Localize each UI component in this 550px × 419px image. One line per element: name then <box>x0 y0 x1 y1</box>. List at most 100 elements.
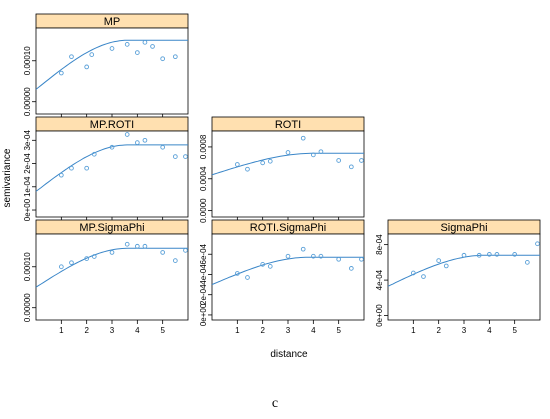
x-tick-label: 4 <box>135 326 140 335</box>
data-point <box>84 256 90 261</box>
data-point <box>150 44 155 49</box>
data-point <box>267 158 273 164</box>
data-point <box>109 46 115 51</box>
x-tick-label: 1 <box>59 326 64 335</box>
panels-layer: MP0.000000.00010MP.ROTI0e+001e-042e-043e… <box>23 13 541 335</box>
y-tick-label: 4e-04 <box>375 269 384 290</box>
semivariogram-figure: MP0.000000.00010MP.ROTI0e+001e-042e-043e… <box>2 13 541 360</box>
data-point <box>58 264 64 270</box>
data-point <box>267 264 273 269</box>
panel-plot-area <box>35 233 189 321</box>
data-point <box>134 140 140 145</box>
x-tick-label: 4 <box>311 326 316 335</box>
data-point <box>535 241 540 247</box>
data-point <box>58 70 64 76</box>
x-tick-label: 5 <box>160 326 165 335</box>
model-curve <box>211 152 364 176</box>
x-tick-label: 4 <box>487 326 492 335</box>
data-point <box>310 152 316 158</box>
y-axis-title: semivariance <box>2 148 13 207</box>
panel-mp: MP 0.00000 0.00010 <box>23 13 189 118</box>
panel-strip-label: MP <box>104 16 121 28</box>
data-point <box>142 137 148 143</box>
data-point <box>245 275 250 280</box>
y-tick-label: 0e+00 <box>199 303 208 326</box>
panel-strip-label: MP.ROTI <box>90 119 134 131</box>
model-curve <box>35 144 188 192</box>
data-point <box>134 243 140 249</box>
data-point <box>160 144 166 150</box>
data-point <box>142 39 148 45</box>
data-point <box>142 243 148 249</box>
data-point <box>124 132 130 137</box>
data-point <box>183 248 188 253</box>
data-point <box>109 250 115 255</box>
data-point <box>58 172 64 178</box>
data-point <box>285 253 291 259</box>
data-point <box>443 263 449 269</box>
data-point <box>410 270 416 276</box>
data-point <box>109 144 115 150</box>
panel-plot-area <box>211 130 365 218</box>
y-tick-label: 0.00010 <box>23 46 32 75</box>
data-point <box>310 253 316 259</box>
x-tick-label: 1 <box>411 326 416 335</box>
data-point <box>359 158 364 163</box>
data-point <box>172 258 178 263</box>
data-point <box>134 50 140 55</box>
x-tick-label: 2 <box>84 326 89 335</box>
data-point <box>234 162 240 167</box>
panel-strip-label: ROTI.SigmaPhi <box>250 222 326 234</box>
x-tick-label: 5 <box>512 326 517 335</box>
data-point <box>172 54 178 60</box>
data-point <box>300 135 306 141</box>
data-point <box>486 252 492 257</box>
model-curve <box>35 247 188 288</box>
data-point <box>245 166 250 172</box>
data-point <box>318 149 324 155</box>
figure-caption: c <box>271 396 279 411</box>
panel-strip-label: ROTI <box>275 119 301 131</box>
x-axis-title: distance <box>270 349 308 360</box>
panel-strip-label: SigmaPhi <box>440 222 487 234</box>
data-point <box>91 151 97 157</box>
x-tick-label: 3 <box>286 326 291 335</box>
data-point <box>160 250 166 255</box>
data-point <box>512 252 518 257</box>
y-tick-label: 8e-04 <box>375 234 384 255</box>
data-point <box>69 260 74 266</box>
y-tick-label: 3e-04 <box>23 130 32 151</box>
data-point <box>436 258 442 263</box>
y-tick-label: 0e+00 <box>23 198 32 221</box>
y-tick-label: 4e-04 <box>199 264 208 285</box>
y-tick-label: 2e-04 <box>23 153 32 174</box>
y-tick-label: 0.0008 <box>199 134 208 159</box>
data-point <box>124 42 130 47</box>
data-point <box>91 254 97 259</box>
x-tick-label: 3 <box>110 326 115 335</box>
data-point <box>260 160 266 166</box>
data-point <box>336 158 342 163</box>
model-curve <box>35 39 188 90</box>
x-tick-label: 1 <box>235 326 240 335</box>
data-point <box>234 271 240 276</box>
data-point <box>494 252 500 257</box>
data-point <box>160 56 166 62</box>
data-point <box>172 154 178 159</box>
y-tick-label: 0.00000 <box>23 87 32 116</box>
data-point <box>183 154 188 159</box>
data-point <box>524 260 530 265</box>
data-point <box>69 54 74 60</box>
panel-plot-area <box>387 233 541 321</box>
y-tick-label: 1e-04 <box>23 176 32 197</box>
data-point <box>260 262 266 267</box>
y-tick-label: 0.00000 <box>23 293 32 322</box>
data-point <box>476 252 482 258</box>
panel-sigmaphi: SigmaPhi 0e+00 4e-04 8e-04 1 2 3 4 5 <box>375 219 541 335</box>
x-tick-label: 5 <box>336 326 341 335</box>
data-point <box>89 52 95 57</box>
data-point <box>84 165 90 171</box>
data-point <box>124 241 130 247</box>
data-point <box>461 252 467 258</box>
